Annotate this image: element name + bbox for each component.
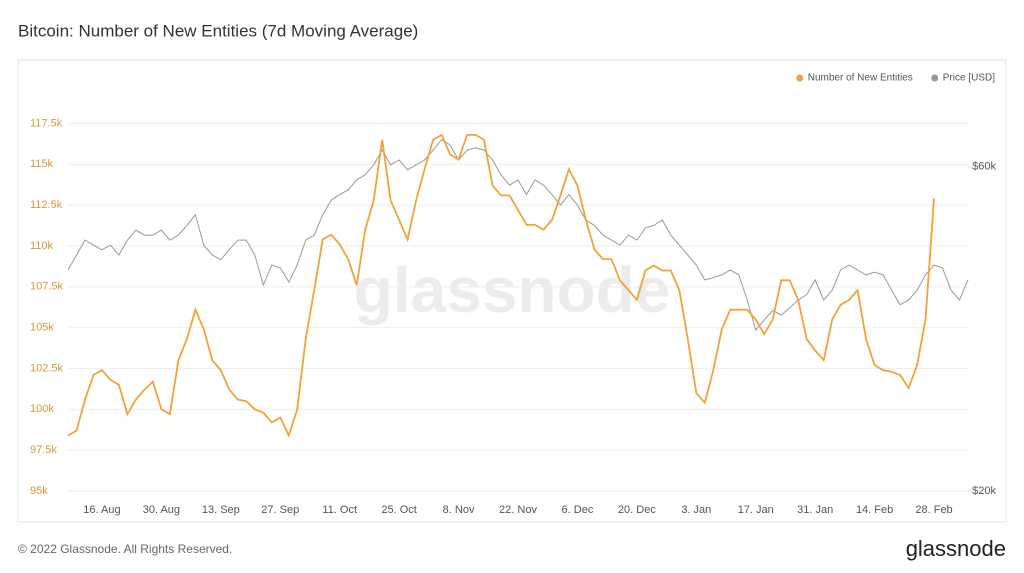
y-tick-label: 105k bbox=[30, 322, 54, 334]
x-tick-label: 25. Oct bbox=[381, 504, 416, 516]
line-series bbox=[67, 133, 935, 438]
x-tick-label: 30. Aug bbox=[143, 504, 180, 516]
y2-tick-label: $60k bbox=[972, 161, 996, 173]
x-tick-label: 11. Oct bbox=[322, 504, 357, 516]
y-tick-label: 110k bbox=[30, 240, 54, 252]
y-tick-label: 97.5k bbox=[30, 444, 57, 456]
x-tick-label: 27. Sep bbox=[261, 504, 299, 516]
y-tick-label: 100k bbox=[30, 403, 54, 415]
y-tick-label: 102.5k bbox=[30, 362, 64, 374]
chart-title: Bitcoin: Number of New Entities (7d Movi… bbox=[18, 21, 418, 40]
legend-label: Price [USD] bbox=[943, 73, 995, 84]
legend-swatch bbox=[796, 74, 804, 82]
x-tick-label: 17. Jan bbox=[738, 504, 774, 516]
y-tick-label: 117.5k bbox=[30, 117, 63, 129]
chart-frame bbox=[17, 59, 1007, 523]
y-tick-label: 112.5k bbox=[30, 199, 63, 211]
y-tick-label: 95k bbox=[30, 485, 48, 497]
x-tick-label: 14. Feb bbox=[856, 504, 893, 516]
x-tick-label: 13. Sep bbox=[202, 504, 240, 516]
x-tick-label: 22. Nov bbox=[499, 504, 537, 516]
legend-label: Number of New Entities bbox=[808, 73, 913, 84]
y-tick-label: 115k bbox=[30, 158, 54, 170]
x-tick-label: 16. Aug bbox=[83, 504, 120, 516]
watermark: glassnode bbox=[354, 254, 671, 326]
line-series bbox=[67, 138, 969, 332]
x-tick-label: 6. Dec bbox=[562, 504, 594, 516]
footer: © 2022 Glassnode. All Rights Reserved. bbox=[18, 542, 232, 556]
x-tick-label: 20. Dec bbox=[618, 504, 656, 516]
legend-swatch bbox=[931, 74, 939, 82]
x-tick-label: 3. Jan bbox=[681, 504, 711, 516]
y-tick-label: 107.5k bbox=[30, 281, 64, 293]
y2-tick-label: $20k bbox=[972, 485, 996, 497]
x-tick-label: 28. Feb bbox=[915, 504, 952, 516]
x-tick-label: 8. Nov bbox=[443, 504, 475, 516]
x-tick-label: 31. Jan bbox=[797, 504, 833, 516]
logo: glassnode bbox=[906, 536, 1006, 561]
